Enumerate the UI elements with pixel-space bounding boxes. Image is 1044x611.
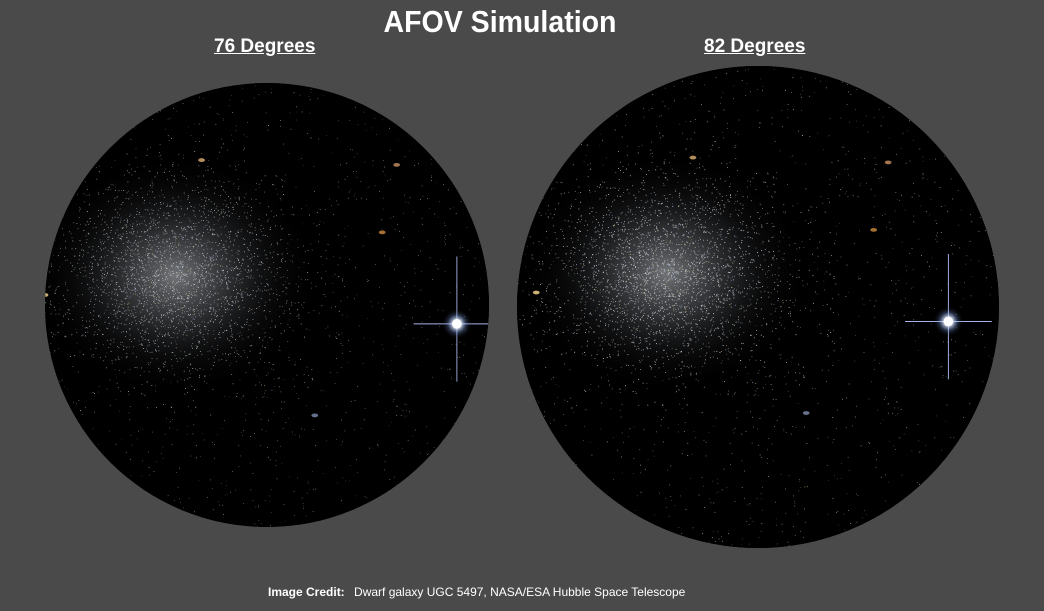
image-credit: Image Credit: Dwarf galaxy UGC 5497, NAS… <box>268 585 685 599</box>
panel-label-left: 76 Degrees <box>214 36 316 57</box>
panel-label-right: 82 Degrees <box>704 36 806 57</box>
galaxy-image-left <box>45 83 489 527</box>
eyepiece-field-82 <box>517 66 999 548</box>
image-credit-label: Image Credit: <box>268 585 345 599</box>
eyepiece-field-76 <box>45 83 489 527</box>
galaxy-image-right <box>517 66 999 548</box>
figure-title: AFOV Simulation <box>383 4 617 39</box>
image-credit-text: Dwarf galaxy UGC 5497, NASA/ESA Hubble S… <box>354 585 686 599</box>
